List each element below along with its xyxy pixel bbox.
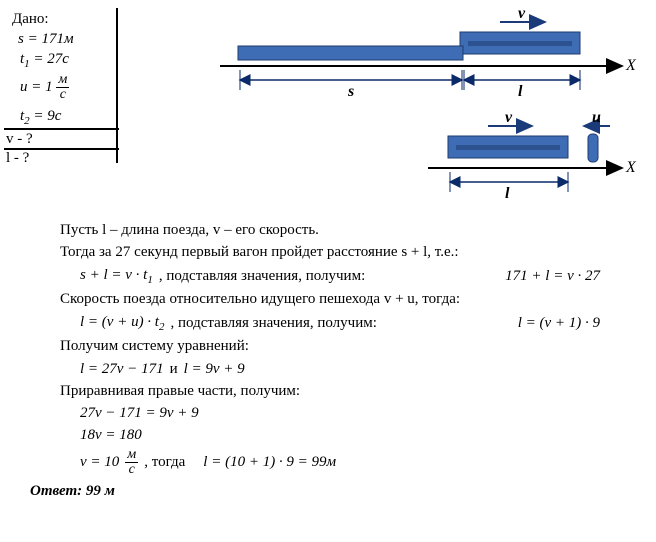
sol-p5: Приравнивая правые части, получим:	[30, 381, 640, 401]
u-den: c	[56, 88, 69, 102]
eq2a-sub: 2	[159, 321, 165, 333]
v-label-bot: v	[505, 109, 513, 126]
question-l: l - ?	[6, 150, 29, 167]
x-label-top: X	[625, 57, 637, 74]
u-label: u	[592, 109, 601, 126]
eq3-mid: и	[170, 359, 178, 379]
eq6b: l = (10 + 1) · 9 = 99м	[191, 452, 336, 472]
given-block: Дано: s = 171м t1 = 27c u = 1 мc t2 = 9c	[12, 8, 122, 130]
question-v: v - ?	[6, 131, 33, 148]
eq1a-t: s + l = v · t	[80, 267, 147, 283]
sol-eq6: v = 10 мc , тогда l = (10 + 1) · 9 = 99м	[30, 448, 640, 477]
given-t1: t1 = 27c	[12, 51, 122, 70]
given-t2: t2 = 9c	[12, 108, 122, 127]
hline-1	[4, 128, 119, 130]
l-label-bot: l	[505, 185, 510, 202]
x-label-bot: X	[625, 159, 637, 176]
eq6-num: м	[125, 448, 138, 463]
sol-eq3: l = 27v − 171 и l = 9v + 9	[30, 359, 640, 379]
platform-top	[238, 46, 463, 60]
eq4: 27v − 171 = 9v + 9	[30, 403, 640, 423]
given-header: Дано:	[12, 11, 122, 28]
u-frac: мc	[56, 73, 69, 102]
u-num: м	[56, 73, 69, 88]
eq2-mid: , подставляя значения, получим:	[170, 313, 376, 333]
s-label: s	[347, 83, 354, 100]
eq2a: l = (v + u) · t2	[30, 312, 164, 335]
eq5: 18v = 180	[30, 425, 640, 445]
eq3a: l = 27v − 171	[80, 359, 164, 379]
sol-p2: Тогда за 27 секунд первый вагон пройдет …	[30, 242, 640, 262]
eq6-frac: мc	[125, 448, 138, 477]
t1-rhs: = 27c	[30, 51, 69, 67]
eq1a: s + l = v · t1	[30, 265, 153, 288]
figure-svg: v X s l v u X	[190, 8, 640, 218]
solution: Пусть l – длина поезда, v – его скорость…	[30, 218, 640, 503]
eq6-mid: , тогда	[144, 452, 185, 472]
answer-val: 99 м	[86, 483, 115, 499]
eq3b: l = 9v + 9	[184, 359, 245, 379]
given-u: u = 1 мc	[12, 73, 122, 102]
given-s: s = 171м	[12, 31, 122, 48]
l-label-top: l	[518, 83, 523, 100]
eq1-mid: , подставляя значения, получим:	[159, 266, 365, 286]
sol-eq1: s + l = v · t1 , подставляя значения, по…	[30, 265, 640, 288]
v-label-top: v	[518, 8, 526, 22]
t2-rhs: = 9c	[30, 108, 62, 124]
person	[588, 134, 598, 162]
sol-p1: Пусть l – длина поезда, v – его скорость…	[30, 220, 640, 240]
eq6-den: c	[125, 463, 138, 477]
vline	[116, 8, 118, 163]
eq1a-sub: 1	[147, 274, 153, 286]
train-bot-mid	[456, 145, 560, 150]
sol-p3: Скорость поезда относительно идущего пеш…	[30, 289, 640, 309]
eq1b: 171 + l = v · 27	[505, 266, 640, 286]
eq6-lhs: v = 10	[80, 452, 119, 472]
eq2b: l = (v + 1) · 9	[518, 313, 640, 333]
answer-label: Ответ:	[30, 483, 86, 499]
u-lhs: u = 1	[20, 79, 53, 95]
sol-eq2: l = (v + u) · t2 , подставляя значения, …	[30, 312, 640, 335]
train-top-mid	[468, 41, 572, 46]
sol-p4: Получим систему уравнений:	[30, 336, 640, 356]
answer: Ответ: 99 м	[30, 481, 640, 501]
eq2a-t: l = (v + u) · t	[80, 314, 159, 330]
figure: v X s l v u X	[190, 8, 640, 208]
